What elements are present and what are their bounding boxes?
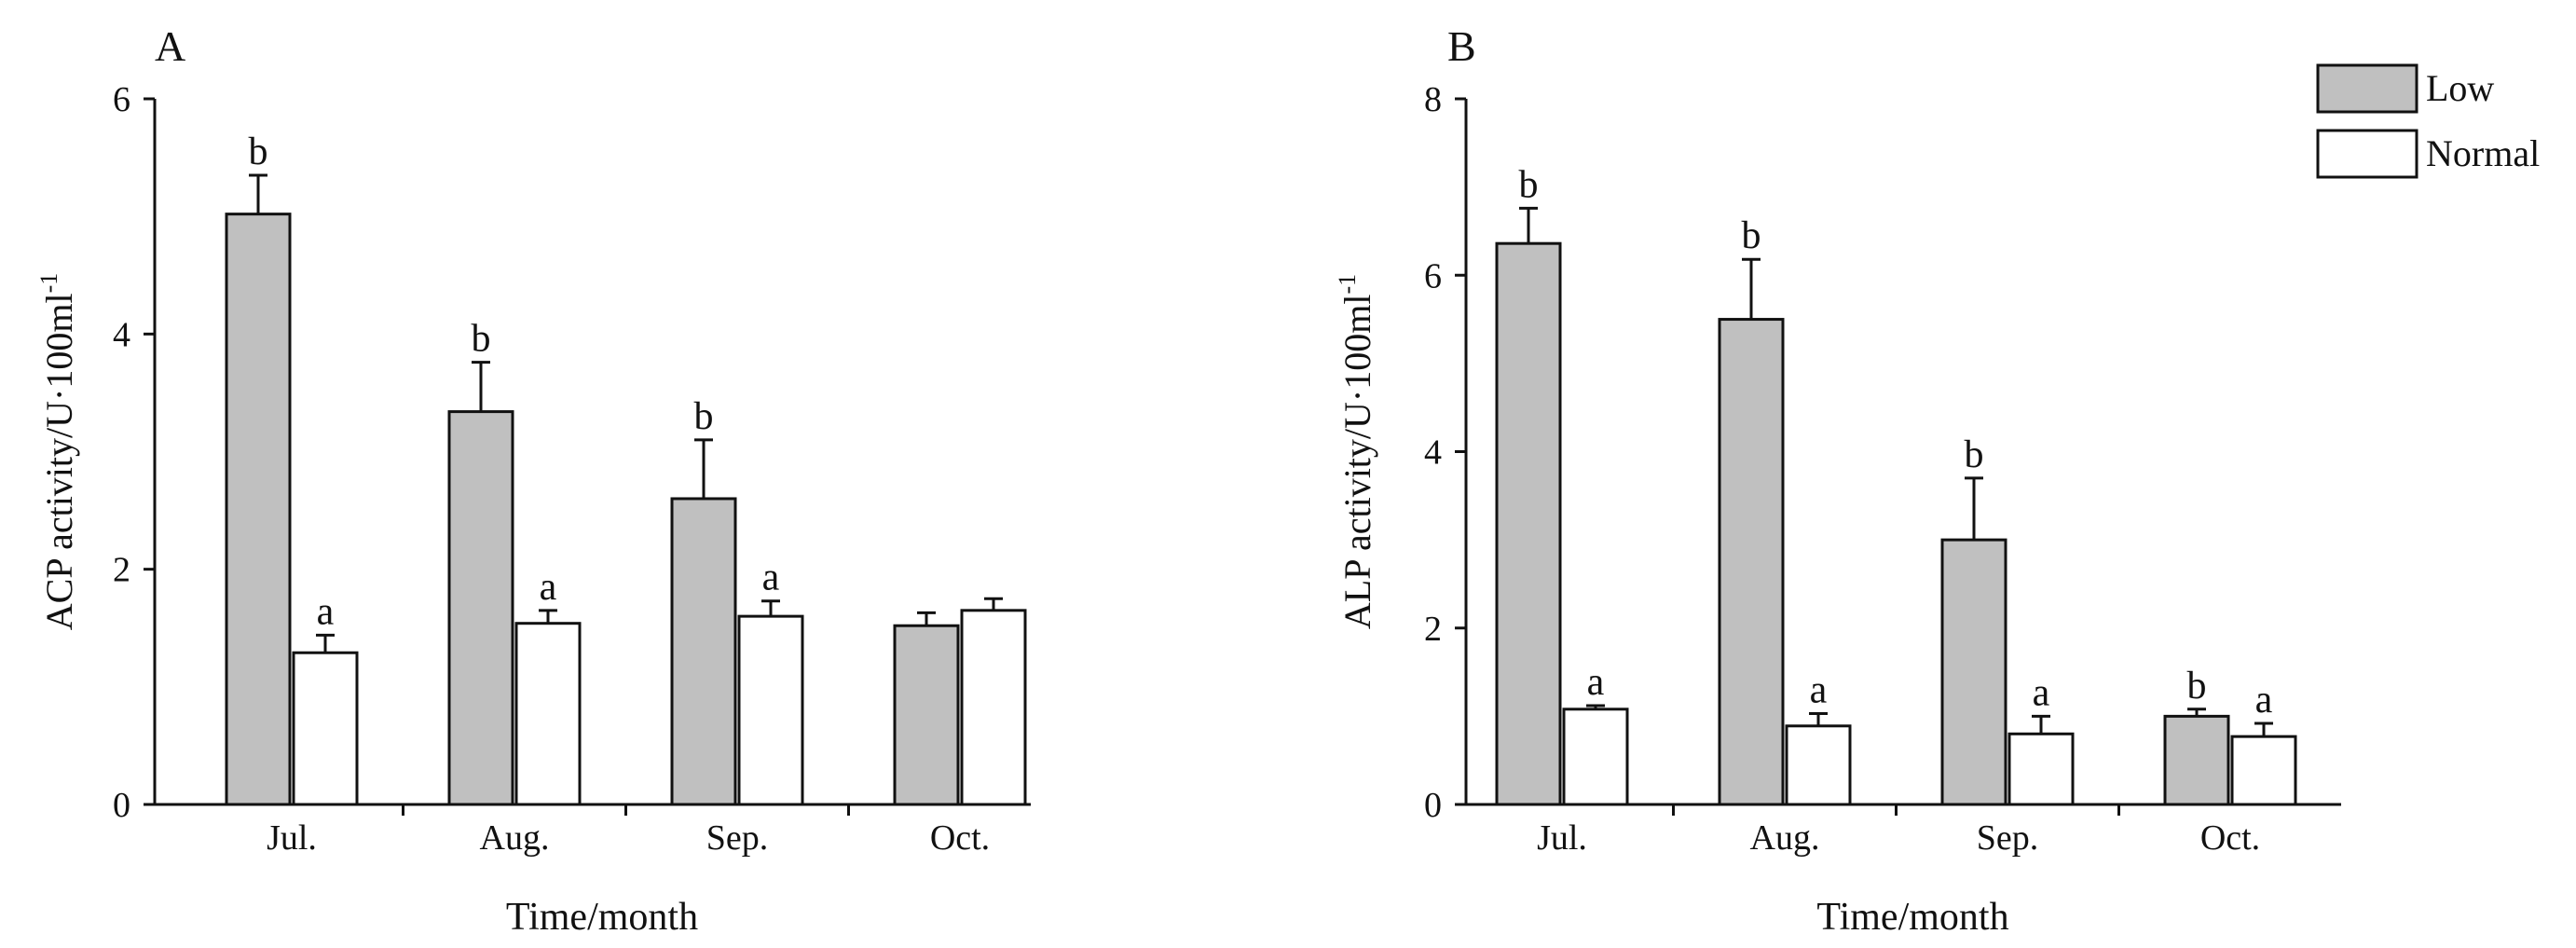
significance-letter: b	[249, 131, 268, 173]
significance-letter: a	[762, 556, 780, 599]
panel-label: A	[155, 22, 185, 70]
bar-low	[670, 497, 737, 806]
x-tick-label: Sep.	[1977, 818, 2039, 858]
chart-panel-a: Ab b b a a a 0 2 4 6 Jul. Aug. Sep. Oct. Time/month ACP…	[35, 22, 1031, 939]
bar-low	[1495, 241, 1562, 806]
significance-letter: b	[2187, 665, 2207, 708]
y-tick-label: 4	[1424, 433, 1442, 473]
y-tick-label: 6	[1424, 256, 1442, 295]
y-tick-label: 2	[1424, 610, 1442, 649]
y-tick-label: 2	[113, 551, 130, 590]
x-tick-label: Jul.	[1537, 818, 1587, 858]
y-tick-label: 4	[113, 315, 130, 354]
bar-normal	[1562, 708, 1629, 806]
y-tick-label: 8	[1424, 80, 1442, 119]
x-tick-label: Jul.	[267, 818, 317, 858]
bar-low	[447, 410, 514, 806]
bar-normal	[737, 614, 804, 806]
significance-letter: b	[1519, 163, 1539, 206]
bar-normal	[960, 609, 1027, 806]
significance-letter: b	[1965, 433, 1984, 476]
significance-letter: a	[317, 590, 335, 633]
x-axis-label: Time/month	[1816, 896, 2008, 939]
chart-panel-b: Bb b b b a a a a 0 2 4 6 8 Jul. Aug. Sep. Oct. Time/month…	[1334, 22, 2540, 939]
x-tick-label: Oct.	[930, 818, 990, 858]
bar-low	[1718, 318, 1785, 806]
y-axis-label-superscript: -1	[1334, 274, 1361, 295]
x-axis-label: Time/month	[506, 896, 698, 939]
panel-label: B	[1447, 22, 1476, 70]
x-tick-label: Aug.	[1750, 818, 1820, 858]
legend: Low Normal	[2316, 63, 2540, 179]
x-tick-label: Oct.	[2200, 818, 2260, 858]
significance-letter: a	[2033, 671, 2050, 714]
significance-letter: a	[1587, 661, 1605, 704]
significance-letter: b	[1742, 214, 1761, 257]
bar-low	[225, 213, 292, 806]
significance-letter: a	[2255, 679, 2273, 721]
x-tick-label: Sep.	[706, 818, 769, 858]
significance-letter: b	[694, 395, 714, 438]
bar-low	[893, 624, 960, 806]
bar-normal	[292, 651, 359, 806]
significance-letter: a	[540, 566, 557, 609]
x-tick-label: Aug.	[480, 818, 550, 858]
bar-normal	[1785, 724, 1852, 806]
y-tick-label: 0	[1424, 786, 1442, 825]
legend-label-normal: Normal	[2426, 132, 2540, 174]
y-tick-label: 6	[113, 80, 130, 119]
bar-normal	[2230, 735, 2297, 806]
bar-low	[1940, 538, 2007, 806]
y-tick-label: 0	[113, 786, 130, 825]
y-axis-label-text: ALP activity/U·100ml	[1336, 295, 1378, 630]
significance-letter: b	[472, 318, 491, 361]
y-axis-label-superscript: -1	[35, 273, 62, 294]
legend-swatch-low	[2316, 63, 2418, 114]
legend-label-low: Low	[2426, 67, 2494, 109]
y-axis-label: ACP activity/U·100ml-1	[35, 273, 80, 631]
bar-low	[2163, 714, 2230, 806]
significance-letter: a	[1810, 669, 1828, 712]
y-axis-label: ALP activity/U·100ml-1	[1334, 274, 1378, 629]
y-axis-label-text: ACP activity/U·100ml	[38, 293, 80, 630]
bar-normal	[2007, 732, 2075, 806]
legend-swatch-normal	[2316, 129, 2418, 179]
bar-normal	[514, 622, 582, 806]
